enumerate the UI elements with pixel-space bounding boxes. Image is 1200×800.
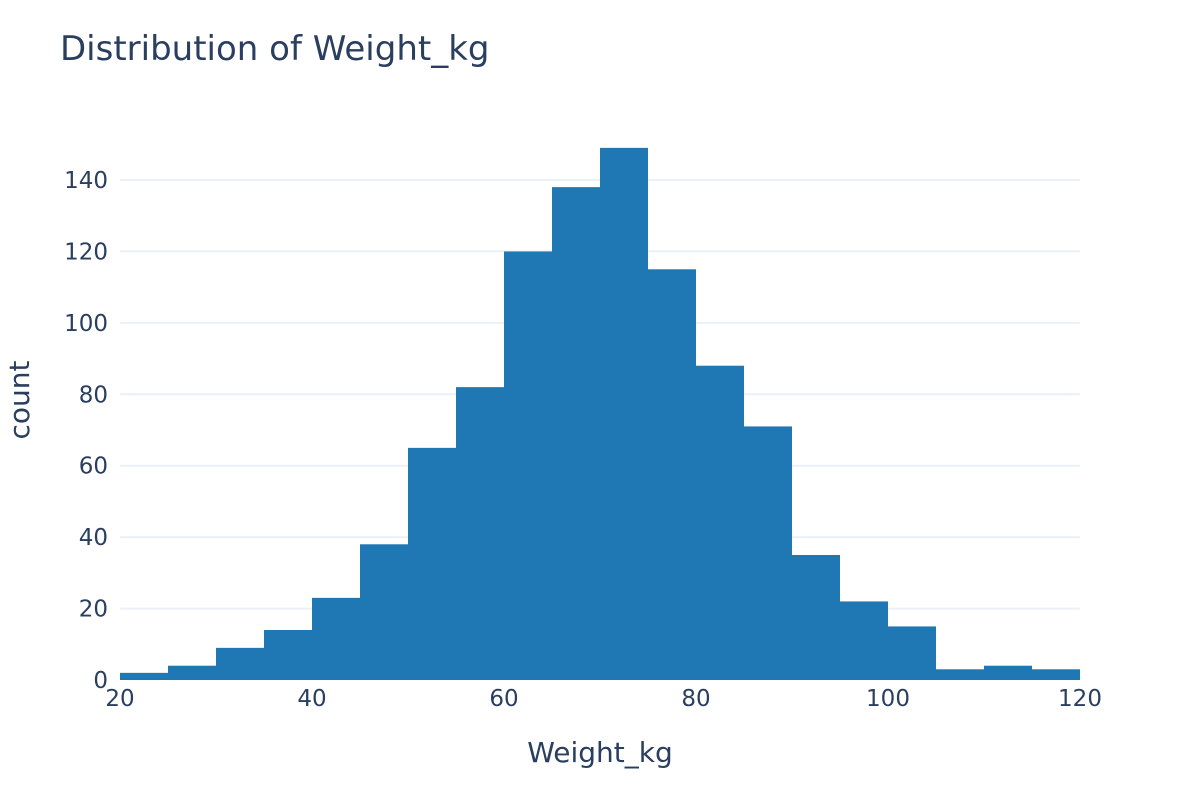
histogram-bar-110-115 — [984, 665, 1032, 680]
histogram-bar-20-25 — [120, 672, 168, 680]
x-tick-label: 120 — [1058, 686, 1102, 712]
histogram-bar-85-90 — [744, 426, 792, 680]
histogram-bar-70-75 — [600, 147, 648, 680]
histogram-bar-25-30 — [168, 665, 216, 680]
y-tick-label: 20 — [79, 597, 108, 623]
y-tick-label: 40 — [79, 525, 108, 551]
y-tick-label: 120 — [64, 239, 108, 265]
x-axis-ticks: 20 40 60 80 100 120 — [105, 686, 1102, 712]
chart-title: Distribution of Weight_kg — [60, 29, 489, 69]
x-axis-title: Weight_kg — [527, 736, 673, 769]
y-axis-title: count — [3, 360, 36, 439]
y-axis-ticks: 0 20 40 60 80 100 120 140 — [64, 168, 108, 694]
y-tick-label: 140 — [64, 168, 108, 194]
histogram-bar-75-80 — [648, 269, 696, 680]
histogram-bar-65-70 — [552, 187, 600, 680]
histogram-bar-50-55 — [408, 447, 456, 680]
histogram-bar-55-60 — [456, 387, 504, 680]
x-tick-label: 40 — [297, 686, 326, 712]
y-tick-label: 80 — [79, 382, 108, 408]
y-tick-label: 60 — [79, 454, 108, 480]
x-tick-label: 60 — [489, 686, 518, 712]
histogram-bar-60-65 — [504, 251, 552, 680]
histogram-bar-35-40 — [264, 630, 312, 680]
x-tick-label: 20 — [105, 686, 134, 712]
histogram-bar-105-110 — [936, 669, 984, 680]
histogram-bar-115-120 — [1032, 669, 1080, 680]
bars — [120, 147, 1080, 680]
x-tick-label: 100 — [866, 686, 910, 712]
histogram-bar-30-35 — [216, 647, 264, 680]
histogram-bar-80-85 — [696, 365, 744, 680]
histogram-bar-45-50 — [360, 544, 408, 680]
y-tick-label: 0 — [93, 668, 108, 694]
histogram-bar-90-95 — [792, 555, 840, 680]
x-tick-label: 80 — [681, 686, 710, 712]
histogram-bar-40-45 — [312, 597, 360, 680]
histogram-bar-100-105 — [888, 626, 936, 680]
y-tick-label: 100 — [64, 311, 108, 337]
histogram-bar-95-100 — [840, 601, 888, 680]
